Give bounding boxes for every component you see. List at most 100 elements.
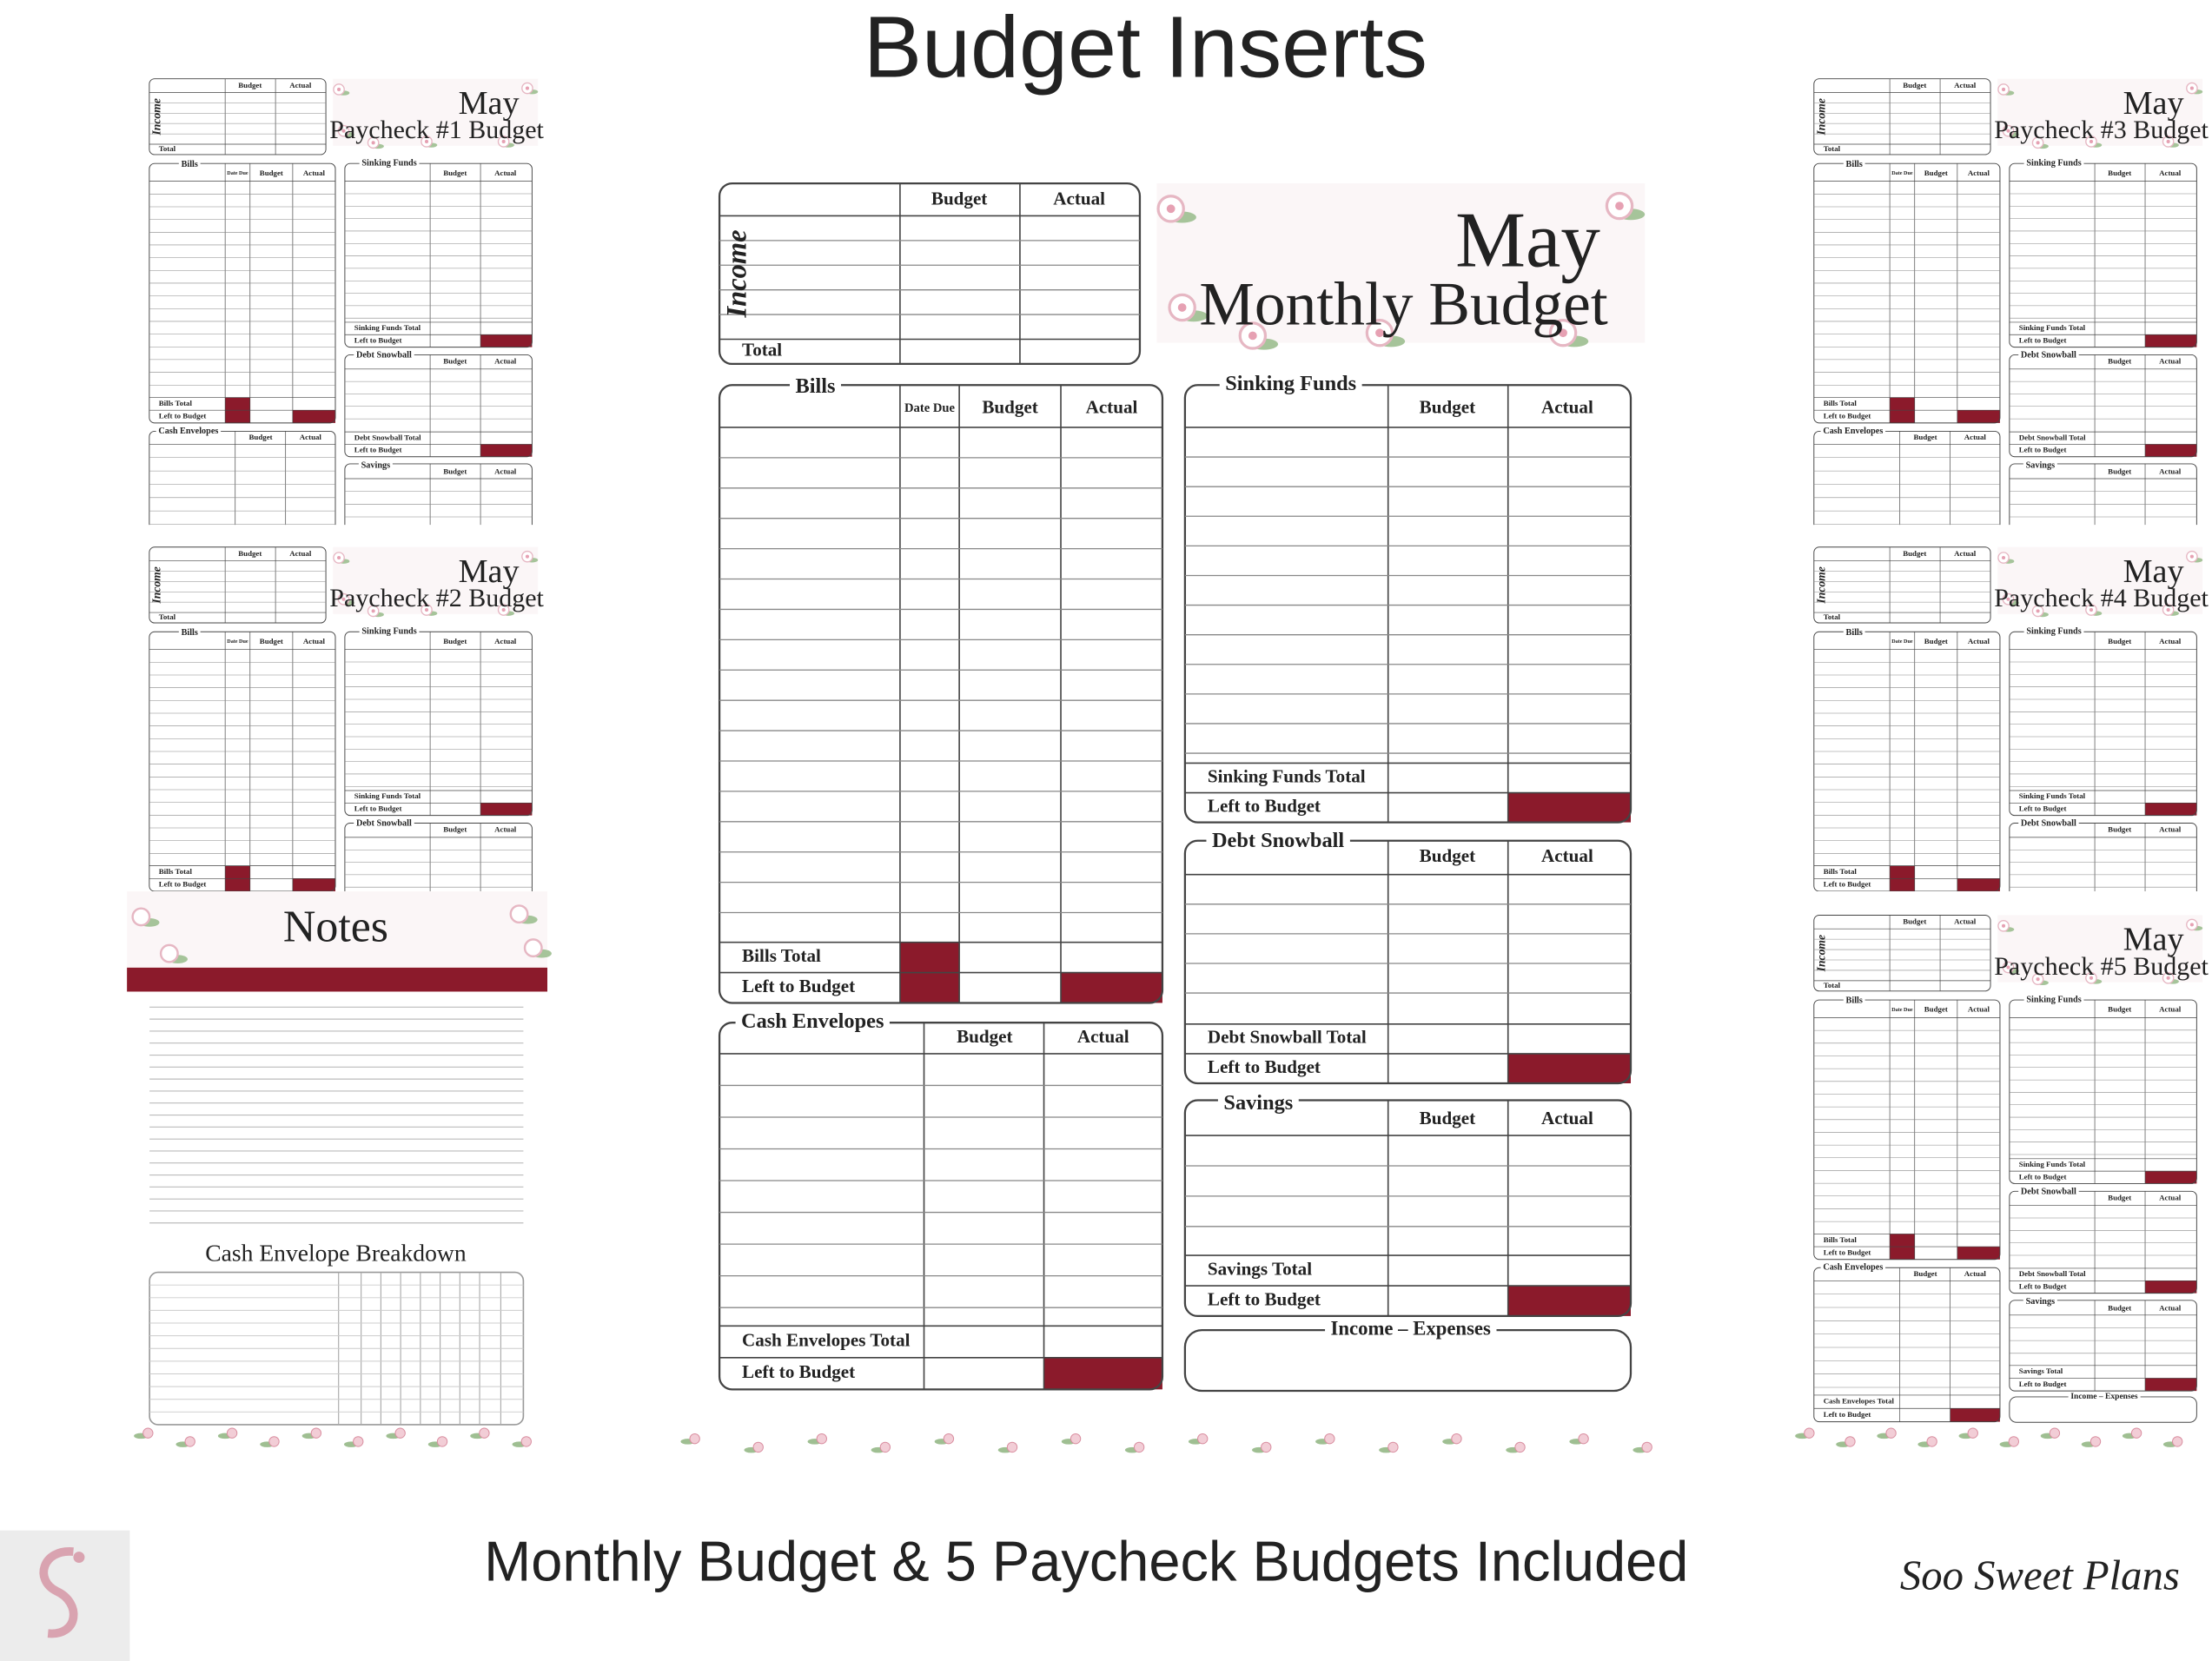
header-month: May	[1455, 196, 1600, 284]
highlight-cell	[1957, 878, 2000, 891]
section-frame	[2009, 823, 2197, 891]
section-title: Sinking Funds	[2026, 995, 2081, 1004]
highlight-cell	[1950, 1408, 2000, 1422]
total-label: Left to Budget	[159, 880, 207, 889]
section-frame	[149, 430, 336, 526]
total-label: Sinking Funds Total	[2019, 791, 2086, 800]
section-frame	[2009, 1300, 2197, 1392]
section-title: Savings	[1223, 1091, 1293, 1115]
flower-center	[2036, 141, 2040, 145]
flower	[131, 907, 151, 927]
column-header: Budget	[1924, 637, 1948, 645]
title-bg	[1843, 996, 1865, 1006]
header-title: Monthly Budget	[1199, 270, 1607, 339]
column-header: Actual	[2159, 357, 2182, 366]
column-header: Budget	[1924, 169, 1948, 177]
flower	[509, 904, 529, 924]
section-frame	[1183, 1329, 1633, 1393]
flower	[1197, 1433, 1209, 1445]
column-header: Actual	[2159, 1194, 2182, 1202]
header-month: May	[2123, 553, 2184, 590]
total-label: Left to Budget	[159, 412, 207, 420]
section-title: Bills	[182, 160, 198, 169]
column-header: Budget	[443, 825, 467, 834]
logo-dot	[73, 1552, 85, 1564]
column-header: Budget	[1924, 1005, 1948, 1014]
flower	[1514, 1441, 1526, 1453]
section-frame	[718, 384, 1164, 1004]
title-bg	[789, 374, 842, 399]
total-label: Left to Budget	[2019, 1172, 2067, 1181]
column-header: Actual	[1541, 397, 1593, 418]
section-frame	[149, 546, 327, 624]
total-label: Left to Budget	[2019, 335, 2067, 344]
column-header: Date Due	[1891, 1008, 1913, 1013]
total-label: Cash Envelopes Total	[1824, 1397, 1895, 1406]
column-header: Actual	[2159, 1005, 2182, 1014]
section-frame	[1813, 162, 2001, 424]
section-frame	[344, 354, 533, 458]
highlight-cell	[2145, 1378, 2197, 1392]
section-frame	[718, 182, 1142, 366]
total-label: Left to Budget	[1824, 1410, 1871, 1419]
section-title: Sinking Funds	[1225, 372, 1356, 395]
total-label: Bills Total	[1824, 867, 1858, 876]
flower	[1324, 1433, 1335, 1445]
highlight-cell	[480, 803, 533, 816]
column-header: Actual	[2159, 1303, 2182, 1312]
total-label: Left to Budget	[1824, 880, 1871, 889]
column-header: Actual	[1968, 169, 1990, 177]
total-label: Total	[1824, 144, 1841, 153]
flower-center	[1248, 331, 1257, 341]
flower	[353, 1436, 364, 1447]
flower-center	[1177, 303, 1187, 312]
flower-center	[501, 139, 506, 144]
column-header: Budget	[1903, 549, 1926, 558]
flower-center	[2006, 597, 2010, 601]
column-header: Actual	[1964, 1269, 1987, 1278]
title-bg	[2023, 626, 2084, 637]
title-bg	[1820, 426, 1886, 436]
highlight-cell	[1507, 1286, 1631, 1316]
section-frame	[344, 823, 533, 891]
flower-center	[2036, 609, 2040, 613]
section-title: Income – Expenses	[1331, 1317, 1491, 1339]
total-label: Left to Budget	[1824, 412, 1871, 420]
total-label: Debt Snowball Total	[354, 433, 421, 441]
flower-center	[2089, 607, 2094, 612]
total-label: Left to Budget	[2019, 446, 2067, 454]
column-header: Actual	[1964, 433, 1987, 441]
income-label: Income	[1814, 935, 1827, 972]
logo	[0, 1530, 130, 1661]
notes-page: Notes Cash Envelope Breakdown	[127, 891, 552, 1426]
total-label: Sinking Funds Total	[1208, 765, 1366, 786]
highlight-cell	[2145, 444, 2197, 457]
section-frame	[149, 162, 336, 424]
highlight-cell	[286, 1040, 335, 1053]
total-label: Cash Envelopes Total	[159, 560, 230, 569]
column-header: Actual	[289, 549, 312, 558]
total-label: Cash Envelopes Total	[1824, 560, 1895, 569]
header-month: May	[459, 85, 520, 122]
section-title: Debt Snowball	[356, 819, 412, 829]
column-header: Date Due	[1891, 171, 1913, 176]
total-label: Left to Budget	[1824, 573, 1871, 582]
flower	[1967, 1427, 1978, 1439]
title-bg	[1821, 895, 1885, 904]
title-bg	[178, 159, 201, 169]
header-bg	[333, 546, 539, 614]
flower-center	[525, 554, 529, 559]
flower-center	[371, 141, 375, 145]
flower-center	[1375, 328, 1384, 338]
total-label: Bills Total	[159, 867, 193, 876]
title-bg	[1843, 159, 1865, 169]
header-bg	[1997, 546, 2203, 614]
flower	[1578, 1433, 1589, 1445]
income-label: Income	[1814, 98, 1827, 136]
title-bg	[735, 1009, 890, 1033]
